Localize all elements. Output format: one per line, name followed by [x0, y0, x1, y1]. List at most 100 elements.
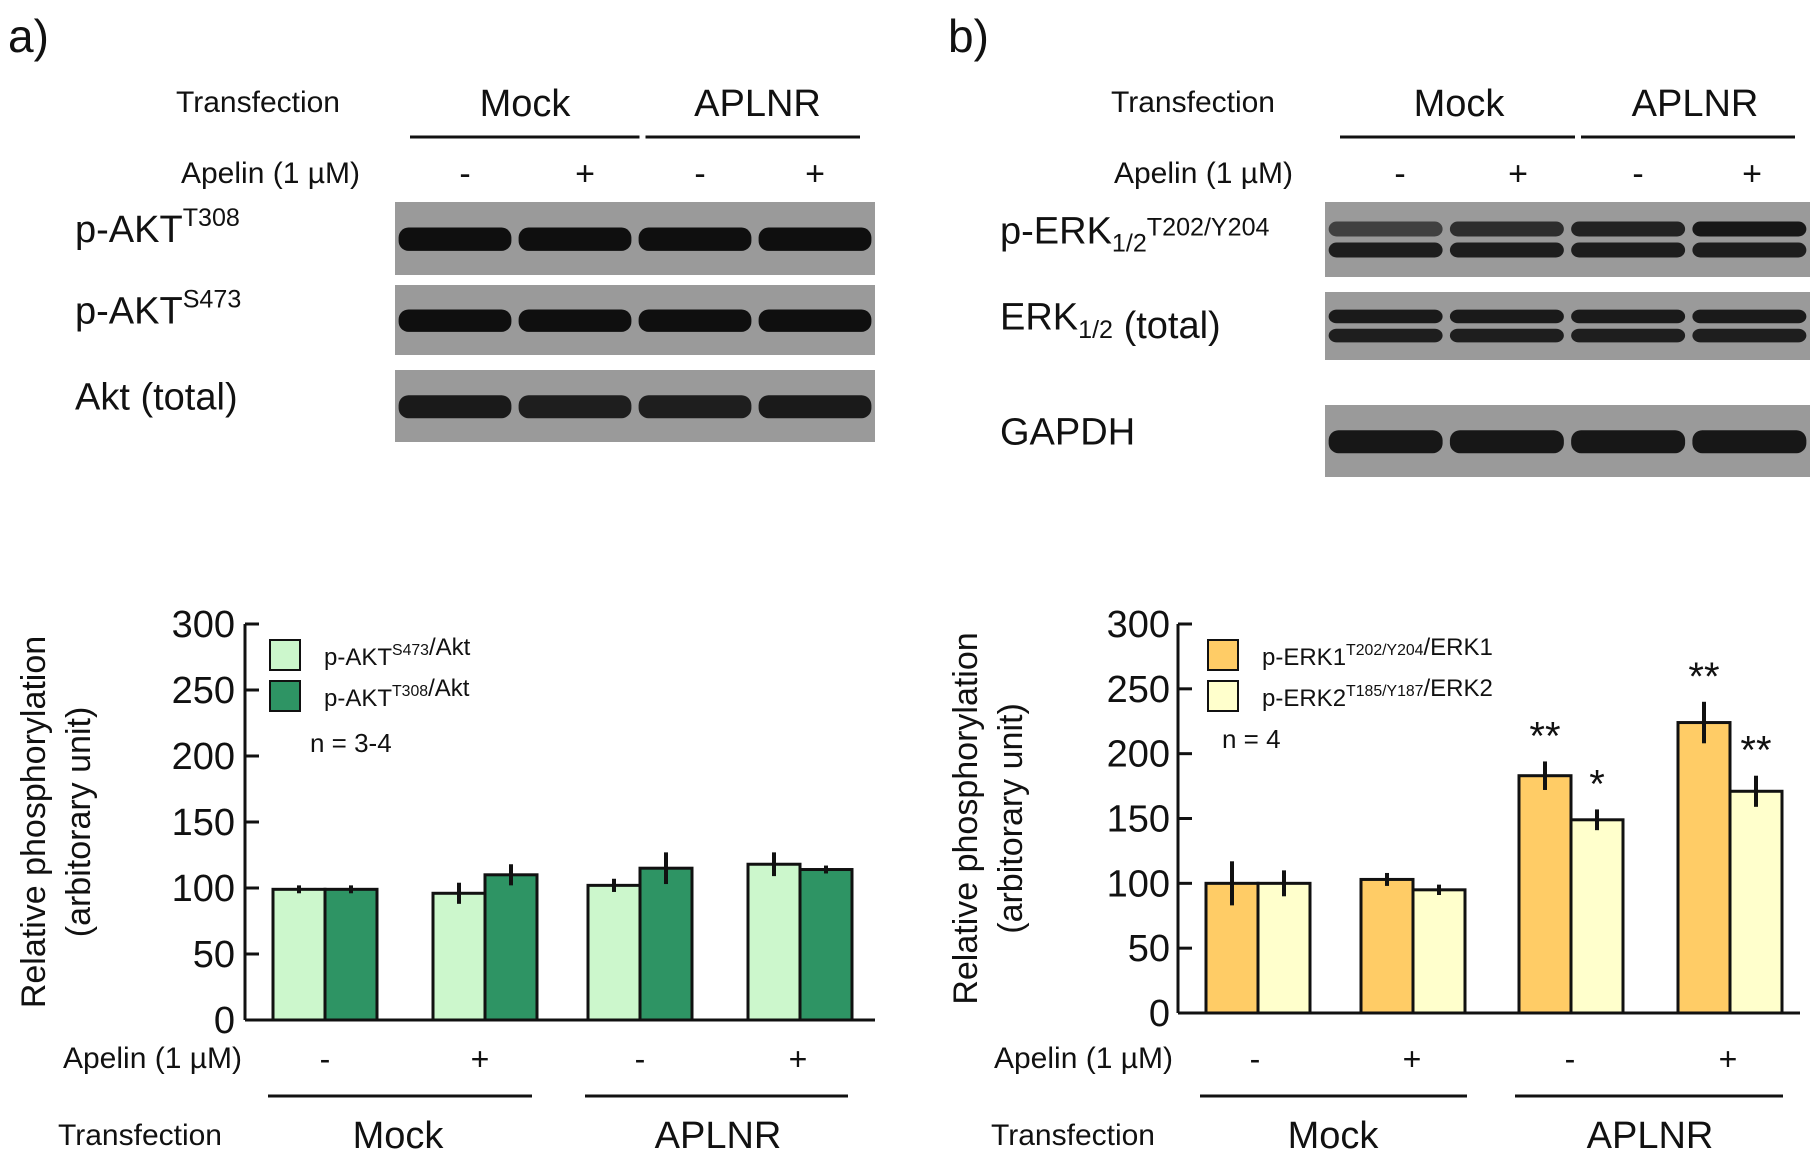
sample-size-label: n = 3-4 — [310, 728, 392, 758]
apelin-sign: - — [320, 1041, 331, 1077]
group-label-mock: Mock — [1288, 1115, 1380, 1155]
apelin-sign: + — [575, 155, 595, 193]
legend-entry-n: /ERK2 — [1424, 675, 1493, 702]
y-axis-label: Relative phosphorylation — [15, 636, 53, 1008]
y-tick-label: 100 — [172, 868, 235, 910]
bar — [323, 887, 379, 1022]
group-label-aplnr: APLNR — [655, 1115, 782, 1155]
blot-band — [758, 309, 872, 332]
blot-strip: GAPDH — [1000, 405, 1810, 477]
blot-panel-a: a) Transfection Mock APLNR Apelin (1 µM) - + - +… — [8, 10, 875, 442]
blot-strip: ERK1/2 (total) — [1000, 292, 1810, 360]
blot-band — [1449, 221, 1564, 237]
blot-band — [398, 309, 512, 332]
y-tick-label: 250 — [172, 670, 235, 712]
bar — [483, 873, 539, 1022]
panel-label: b) — [948, 10, 989, 62]
bar — [1569, 818, 1625, 1015]
transfection-label: Transfection — [1111, 86, 1275, 119]
legend-entry-n: /Akt — [429, 634, 471, 661]
blot-label-n: Akt (total) — [75, 377, 238, 419]
apelin-sign: + — [1742, 155, 1762, 193]
legend-entry-sup: T185/Y187 — [1346, 683, 1423, 700]
legend-entry-sup: S473 — [392, 642, 429, 659]
apelin-sign: + — [1719, 1041, 1738, 1077]
blot-band — [1692, 221, 1807, 237]
y-tick-label: 150 — [172, 802, 235, 844]
significance-mark: * — [1589, 762, 1605, 806]
legend-swatch — [1207, 680, 1239, 712]
blot-label-sup: T308 — [183, 204, 240, 232]
blot-label: Akt (total) — [75, 377, 238, 419]
blot-background — [1325, 202, 1810, 277]
y-tick-label: 250 — [1107, 669, 1170, 711]
group-label-aplnr: APLNR — [1587, 1115, 1714, 1155]
bar — [1411, 888, 1467, 1015]
legend-entry-sup: T308 — [392, 683, 428, 700]
blot-band — [1328, 309, 1443, 324]
blot-strip: p-AKTS473 — [75, 285, 875, 355]
apelin-label: Apelin (1 µM) — [181, 157, 360, 190]
blot-strip: Akt (total) — [75, 370, 875, 442]
blot-strip: p-AKTT308 — [75, 202, 875, 275]
blot-band — [1328, 221, 1443, 237]
blot-band — [638, 309, 752, 332]
blot-band — [1449, 430, 1564, 454]
blot-band — [1571, 430, 1686, 454]
bar-chart-1: 0 50 100 150 200 250 300 Relative phosphorylati… — [947, 604, 1800, 1155]
y-tick-label: 300 — [1107, 604, 1170, 646]
legend-entry-n: p-ERK1 — [1262, 644, 1346, 671]
y-tick-label: 0 — [1149, 993, 1170, 1035]
y-tick-label: 0 — [214, 1000, 235, 1042]
blot-strip: p-ERK1/2T202/Y204 — [1000, 202, 1810, 277]
blot-band — [1571, 309, 1686, 324]
bar — [271, 887, 327, 1022]
apelin-sign: - — [1394, 155, 1405, 193]
blot-band — [518, 395, 632, 419]
group-label-mock: Mock — [353, 1115, 445, 1155]
bar — [1517, 774, 1573, 1015]
blot-label: ERK1/2 (total) — [1000, 296, 1221, 346]
group-header-mock: Mock — [480, 83, 572, 125]
bar-chart-0: 0 50 100 150 200 250 300 Relative phosphorylati… — [15, 604, 875, 1155]
significance-mark: ** — [1688, 655, 1719, 699]
legend-entry-n: /ERK1 — [1424, 634, 1493, 661]
y-tick-label: 50 — [193, 934, 235, 976]
legend-entry-n: p-AKT — [324, 644, 392, 671]
blot-band — [518, 227, 632, 251]
blot-band — [1692, 242, 1807, 258]
y-tick-label: 150 — [1107, 799, 1170, 841]
blot-band — [1692, 328, 1807, 343]
apelin-sign: + — [1403, 1041, 1422, 1077]
bar — [1359, 877, 1415, 1015]
group-header-aplnr: APLNR — [1632, 83, 1759, 125]
bar — [798, 868, 854, 1022]
apelin-sign: + — [1508, 155, 1528, 193]
blot-band — [1328, 430, 1443, 454]
blot-label-n: (total) — [1113, 305, 1221, 347]
blot-label-n: ERK — [1000, 296, 1078, 338]
apelin-sign: + — [789, 1041, 808, 1077]
y-axis-label: Relative phosphorylation — [947, 632, 985, 1004]
apelin-sign: - — [694, 155, 705, 193]
y-axis-label-2: (arbitorary unit) — [992, 703, 1030, 934]
blot-band — [638, 227, 752, 251]
apelin-sign: - — [459, 155, 470, 193]
blot-band — [638, 395, 752, 419]
transfection-label: Transfection — [58, 1119, 222, 1152]
legend-entry: p-AKTT308/Akt — [324, 675, 470, 712]
blot-label-sub: 1/2 — [1078, 316, 1113, 344]
legend-swatch — [269, 680, 301, 712]
y-tick-label: 100 — [1107, 863, 1170, 905]
apelin-sign: - — [1632, 155, 1643, 193]
blot-band — [1692, 430, 1807, 454]
y-tick-label: 200 — [172, 736, 235, 778]
blot-background — [1325, 292, 1810, 360]
legend-swatch — [1207, 639, 1239, 671]
group-header-mock: Mock — [1414, 83, 1506, 125]
blot-label-sup: T202/Y204 — [1147, 214, 1270, 242]
blot-band — [1449, 309, 1564, 324]
blot-band — [398, 227, 512, 251]
significance-mark: ** — [1740, 729, 1771, 773]
